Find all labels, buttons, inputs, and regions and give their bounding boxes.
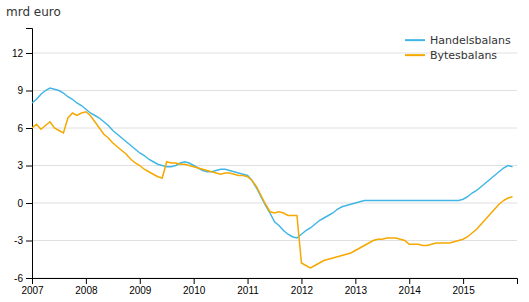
y-tick-label: -3 — [14, 235, 23, 246]
x-tick: 2008 — [75, 278, 98, 296]
grid-line — [32, 240, 517, 241]
plot-area — [32, 88, 513, 268]
y-tick-label: 12 — [12, 48, 24, 59]
series-line — [32, 112, 513, 268]
chart: mrd euro 2007 2008 2009 2010 2011 2012 2013 2014… — [0, 0, 529, 302]
grid-line — [32, 128, 517, 129]
x-tick-mark — [463, 278, 464, 284]
x-tick-mark — [86, 278, 87, 284]
y-axis-line — [26, 29, 33, 279]
legend-item: Handelsbalans — [405, 34, 511, 47]
x-tick: 2014 — [399, 278, 422, 296]
x-tick-label: 2015 — [452, 285, 475, 296]
y-tick: -3 — [14, 235, 32, 246]
y-tick: -6 — [14, 273, 32, 284]
x-tick-label: 2008 — [75, 285, 98, 296]
x-tick-label: 2014 — [399, 285, 422, 296]
x-tick: 2015 — [452, 278, 475, 296]
x-tick-label: 2012 — [291, 285, 314, 296]
x-tick-mark — [140, 278, 141, 284]
y-tick-mark — [26, 203, 32, 204]
legend-label: Handelsbalans — [430, 34, 511, 47]
y-tick-label: 0 — [17, 198, 23, 209]
y-tick-mark — [26, 128, 32, 129]
y-tick-mark — [26, 241, 32, 242]
y-tick-label: 6 — [17, 123, 23, 134]
y-tick-label: -6 — [14, 273, 23, 284]
legend-label: Bytesbalans — [430, 49, 497, 62]
x-tick: 2009 — [129, 278, 152, 296]
x-tick: 2011 — [237, 278, 259, 296]
x-tick-mark — [194, 278, 195, 284]
y-axis: -6 -3 0 3 6 9 12 — [12, 29, 33, 284]
x-tick-mark — [248, 278, 249, 284]
series-line — [32, 88, 513, 238]
legend-item: Bytesbalans — [405, 49, 497, 62]
legend-swatch — [405, 54, 425, 56]
grid — [32, 53, 517, 278]
x-tick-mark — [301, 278, 302, 284]
title: mrd euro — [6, 5, 61, 19]
x-tick: 2013 — [345, 278, 368, 296]
x-tick-label: 2007 — [21, 285, 44, 296]
grid-line — [32, 203, 517, 204]
y-tick-mark — [26, 53, 32, 54]
y-tick: 9 — [17, 85, 32, 96]
legend: Handelsbalans Bytesbalans — [405, 34, 511, 62]
x-tick: 2010 — [183, 278, 206, 296]
x-tick: 2007 — [21, 278, 44, 296]
x-axis: 2007 2008 2009 2010 2011 2012 2013 2014 2015 — [21, 278, 517, 296]
y-tick-label: 9 — [17, 85, 23, 96]
legend-swatch — [405, 39, 425, 41]
y-tick-mark — [26, 166, 32, 167]
y-tick: 12 — [12, 48, 32, 59]
x-tick: 2012 — [291, 278, 314, 296]
x-tick-label: 2010 — [183, 285, 206, 296]
x-tick-label: 2011 — [237, 285, 259, 296]
y-tick-mark — [26, 278, 32, 279]
y-tick: 6 — [17, 123, 32, 134]
grid-line — [32, 165, 517, 166]
grid-line — [32, 90, 517, 91]
y-tick-label: 3 — [17, 160, 23, 171]
x-tick-label: 2009 — [129, 285, 152, 296]
y-tick: 0 — [17, 198, 32, 209]
x-axis-line — [33, 279, 518, 285]
y-tick-mark — [26, 91, 32, 92]
x-tick-label: 2013 — [345, 285, 368, 296]
x-tick-mark — [409, 278, 410, 284]
y-tick: 3 — [17, 160, 32, 171]
x-tick-mark — [355, 278, 356, 284]
